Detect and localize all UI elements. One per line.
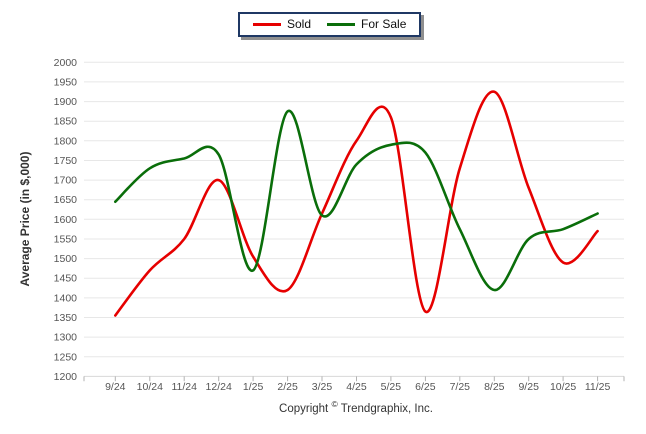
y-tick-label: 1950	[54, 76, 78, 88]
y-tick-label: 1300	[54, 332, 78, 344]
series-line-sold	[114, 90, 599, 317]
x-tick-label: 11/24	[171, 381, 197, 393]
x-tick-label: 9/24	[105, 381, 126, 393]
x-tick-label: 10/25	[550, 381, 576, 393]
legend-label-sold: Sold	[287, 17, 312, 31]
y-tick-label: 1700	[54, 175, 78, 187]
x-tick-label: 2/25	[277, 381, 298, 393]
y-tick-label: 2000	[54, 57, 78, 69]
series-line-for-sale	[114, 110, 599, 292]
y-tick-label: 1850	[54, 116, 78, 128]
sold-line-swatch-icon	[253, 22, 281, 26]
y-tick-label: 1650	[54, 194, 78, 206]
y-tick-label: 1900	[54, 96, 78, 108]
x-tick-label: 12/24	[206, 381, 232, 393]
y-tick-label: 1550	[54, 234, 78, 246]
y-tick-label: 1800	[54, 135, 78, 147]
y-tick-label: 1600	[54, 214, 78, 226]
y-tick-label: 1350	[54, 312, 78, 324]
x-tick-label: 11/25	[585, 381, 611, 393]
x-tick-label: 9/25	[518, 381, 539, 393]
for-sale-line-swatch-icon	[327, 22, 356, 26]
copyright-company: Trendgraphix, Inc.	[340, 402, 433, 415]
legend-label-for-sale: For Sale	[361, 17, 407, 31]
x-tick-label: 10/24	[137, 381, 163, 393]
x-tick-label: 4/25	[346, 381, 367, 393]
x-tick-label: 7/25	[450, 381, 471, 393]
y-tick-label: 1750	[54, 155, 78, 167]
copyright-prefix: Copyright	[279, 402, 329, 415]
x-tick-label: 8/25	[484, 381, 505, 393]
legend-item-for-sale: For Sale	[327, 18, 406, 30]
y-tick-label: 1250	[54, 351, 78, 363]
copyright-note: Copyright © Trendgraphix, Inc.	[88, 399, 624, 415]
legend: Sold For Sale	[238, 12, 422, 37]
x-tick-label: 6/25	[415, 381, 436, 393]
y-tick-label: 1400	[54, 292, 78, 304]
y-tick-label: 1450	[54, 273, 78, 285]
copyright-symbol: ©	[331, 399, 338, 409]
x-tick-label: 1/25	[243, 381, 264, 393]
x-tick-label: 5/25	[381, 381, 402, 393]
x-tick-label: 3/25	[312, 381, 333, 393]
y-tick-label: 1500	[54, 253, 78, 265]
legend-item-sold: Sold	[253, 18, 311, 30]
y-tick-label: 1200	[54, 371, 78, 383]
